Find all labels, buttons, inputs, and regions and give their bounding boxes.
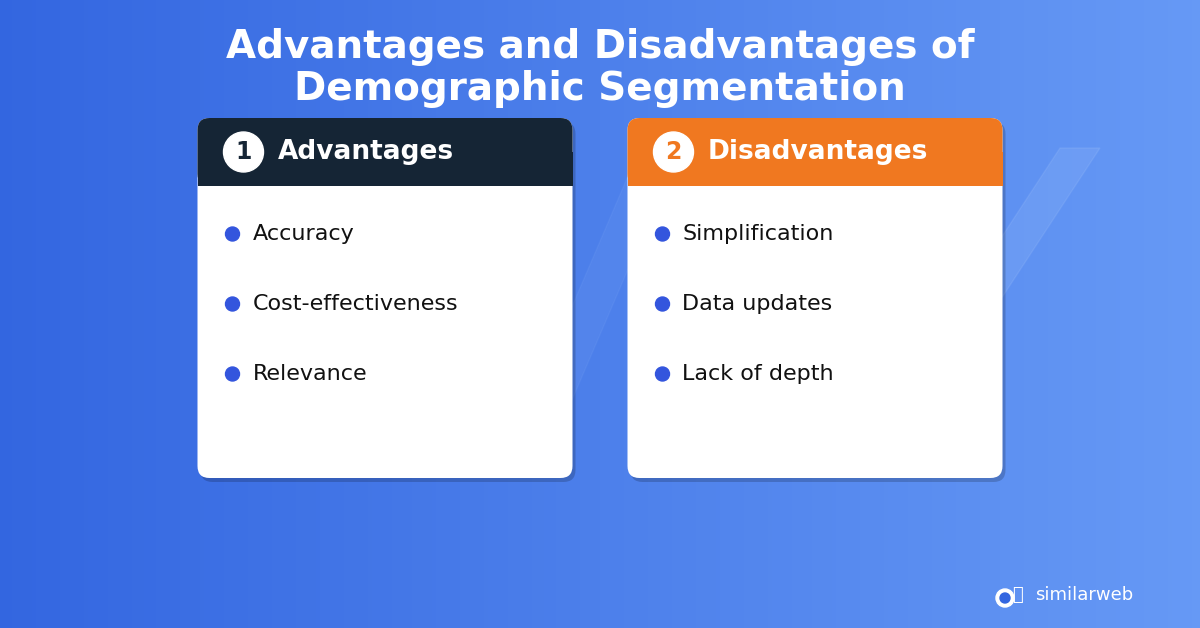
Text: Advantages: Advantages xyxy=(277,139,454,165)
Circle shape xyxy=(654,132,694,172)
Circle shape xyxy=(655,367,670,381)
Circle shape xyxy=(226,367,240,381)
FancyBboxPatch shape xyxy=(628,118,1002,478)
Bar xyxy=(628,152,1002,186)
Circle shape xyxy=(226,297,240,311)
FancyBboxPatch shape xyxy=(628,118,1002,186)
Text: Demographic Segmentation: Demographic Segmentation xyxy=(294,70,906,108)
Bar xyxy=(198,152,572,186)
FancyBboxPatch shape xyxy=(198,118,572,478)
Text: Accuracy: Accuracy xyxy=(252,224,354,244)
Text: Cost-effectiveness: Cost-effectiveness xyxy=(252,294,458,314)
FancyBboxPatch shape xyxy=(198,118,572,186)
Text: Relevance: Relevance xyxy=(252,364,367,384)
Circle shape xyxy=(226,227,240,241)
Circle shape xyxy=(223,132,264,172)
Text: Lack of depth: Lack of depth xyxy=(683,364,834,384)
Text: Ⓢ: Ⓢ xyxy=(1012,586,1022,604)
Polygon shape xyxy=(860,148,1100,453)
Text: 1: 1 xyxy=(235,140,252,164)
Text: Simplification: Simplification xyxy=(683,224,834,244)
Circle shape xyxy=(996,589,1014,607)
Circle shape xyxy=(655,227,670,241)
Text: Data updates: Data updates xyxy=(683,294,833,314)
Circle shape xyxy=(1000,593,1010,603)
Polygon shape xyxy=(430,148,560,428)
FancyBboxPatch shape xyxy=(200,122,576,482)
Polygon shape xyxy=(520,148,680,428)
Text: Disadvantages: Disadvantages xyxy=(708,139,928,165)
Text: similarweb: similarweb xyxy=(1034,586,1133,604)
FancyBboxPatch shape xyxy=(630,122,1006,482)
Polygon shape xyxy=(740,148,900,453)
Text: 2: 2 xyxy=(665,140,682,164)
Circle shape xyxy=(655,297,670,311)
Text: Advantages and Disadvantages of: Advantages and Disadvantages of xyxy=(226,28,974,66)
